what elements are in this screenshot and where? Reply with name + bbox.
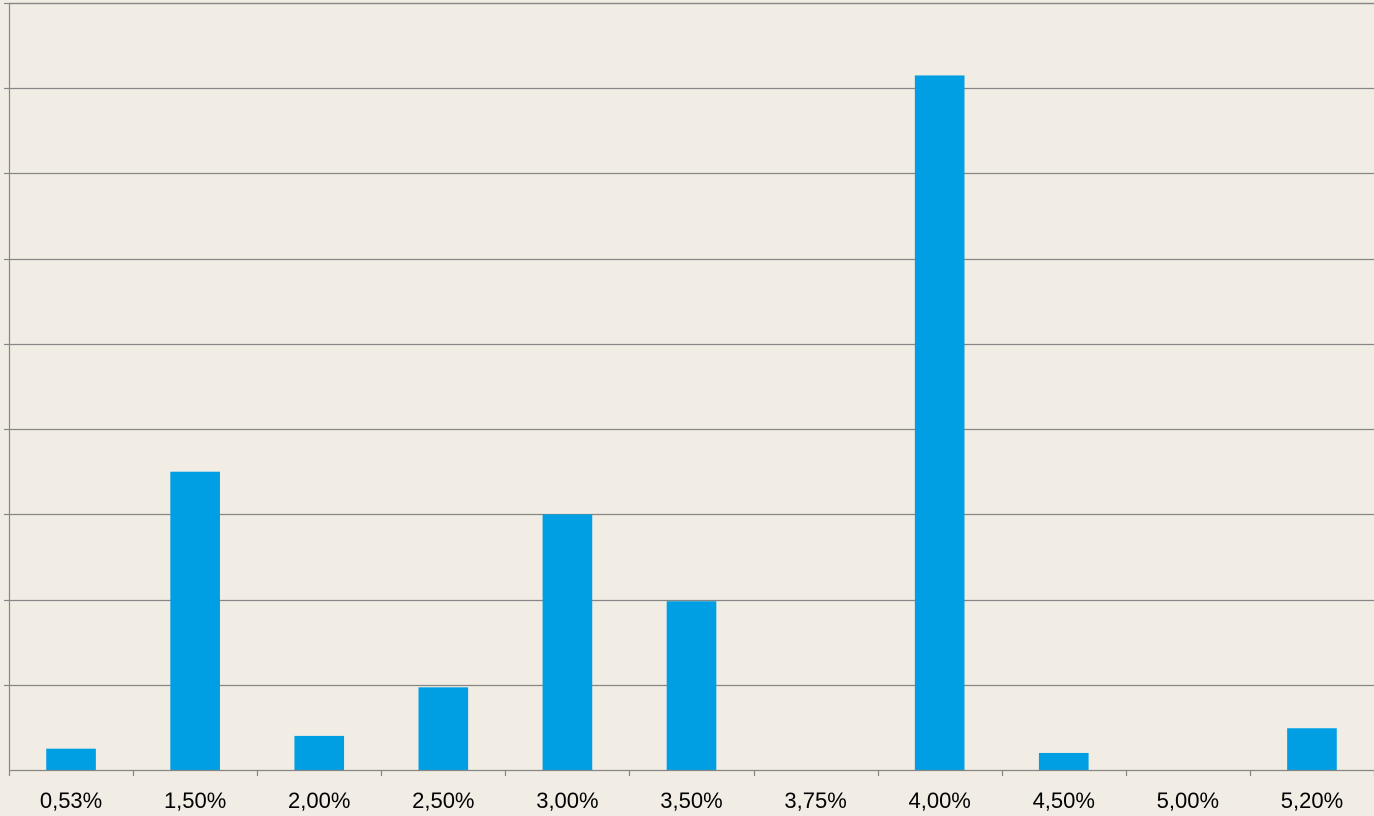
x-axis (8, 2, 1374, 776)
bar (1038, 752, 1089, 770)
x-tick-label: 1,50% (164, 788, 226, 813)
bar (294, 735, 345, 770)
bar (418, 687, 469, 770)
x-tick-label: 0,53% (40, 788, 102, 813)
x-tick-label: 3,50% (660, 788, 722, 813)
bar (46, 748, 96, 770)
gridlines (4, 2, 1374, 687)
x-tick-labels: 0,53% 1,50% 2,00% 2,50% 3,00% 3,50% 3,75% 4,00%… (40, 788, 1343, 813)
bar (914, 75, 965, 770)
bar (542, 514, 593, 770)
x-tick-label: 3,00% (536, 788, 598, 813)
x-tick-label: 5,20% (1281, 788, 1343, 813)
x-tick-label: 5,00% (1157, 788, 1219, 813)
bar (666, 601, 717, 770)
x-tick-label: 3,75% (784, 788, 846, 813)
x-tick-label: 2,50% (412, 788, 474, 813)
x-tick-label: 2,00% (288, 788, 350, 813)
bar (170, 471, 220, 770)
x-tick-label: 4,00% (908, 788, 970, 813)
bar (1287, 728, 1337, 770)
bars (46, 75, 1337, 770)
x-tick-label: 4,50% (1033, 788, 1095, 813)
